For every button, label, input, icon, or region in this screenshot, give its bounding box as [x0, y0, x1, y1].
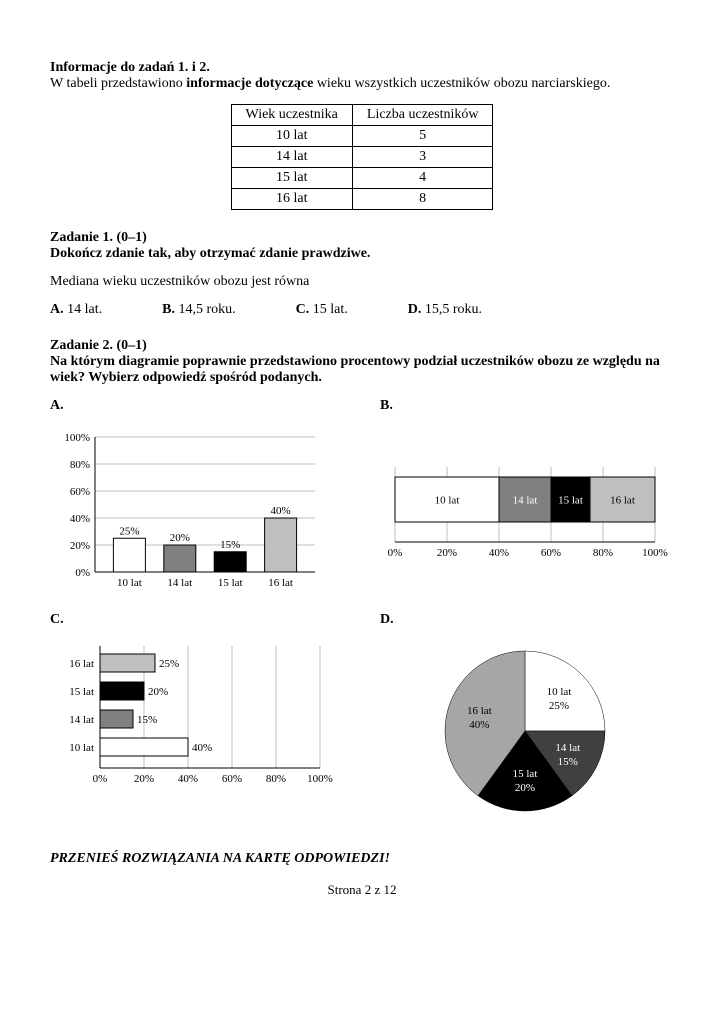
- svg-text:25%: 25%: [119, 525, 139, 537]
- svg-text:14 lat: 14 lat: [513, 495, 538, 507]
- intro-heading: Informacje do zadań 1. i 2.: [50, 60, 210, 75]
- intro-text-post: wieku wszystkich uczestników obozu narci…: [313, 76, 610, 91]
- svg-text:20%: 20%: [437, 547, 457, 559]
- svg-text:60%: 60%: [70, 486, 90, 498]
- intro-text-pre: W tabeli przedstawiono: [50, 76, 186, 91]
- svg-text:20%: 20%: [70, 540, 90, 552]
- svg-text:14 lat: 14 lat: [167, 577, 192, 589]
- svg-text:14 lat: 14 lat: [555, 742, 580, 754]
- svg-text:80%: 80%: [593, 547, 613, 559]
- task2-prompt: Na którym diagramie poprawnie przedstawi…: [50, 354, 674, 386]
- task1-options: A. 14 lat. B. 14,5 roku. C. 15 lat. D. 1…: [50, 302, 674, 318]
- svg-text:15%: 15%: [558, 756, 578, 768]
- svg-text:16 lat: 16 lat: [610, 495, 635, 507]
- svg-text:14 lat: 14 lat: [69, 714, 94, 726]
- svg-text:40%: 40%: [70, 513, 90, 525]
- table-header-age: Wiek uczestnika: [231, 105, 352, 126]
- page-number: Strona 2 z 12: [50, 882, 674, 898]
- table-row: 16 lat8: [231, 189, 493, 210]
- svg-text:20%: 20%: [134, 773, 154, 785]
- table-row: 10 lat5: [231, 126, 493, 147]
- svg-text:60%: 60%: [222, 773, 242, 785]
- chart-b-label: B.: [380, 398, 670, 414]
- svg-text:60%: 60%: [541, 547, 561, 559]
- intro-block: Informacje do zadań 1. i 2. W tabeli prz…: [50, 60, 674, 92]
- chart-c: 0% 20% 40% 60% 80% 100% 16 lat 25% 15 lat 20% 14 l…: [50, 636, 340, 806]
- svg-text:100%: 100%: [64, 432, 90, 444]
- svg-text:15 lat: 15 lat: [69, 686, 94, 698]
- svg-text:20%: 20%: [515, 782, 535, 794]
- task1-title: Zadanie 1. (0–1): [50, 230, 674, 246]
- svg-text:25%: 25%: [159, 658, 179, 670]
- svg-text:0%: 0%: [93, 773, 108, 785]
- chart-d-label: D.: [380, 612, 670, 628]
- chart-a-label: A.: [50, 398, 340, 414]
- task1-prompt: Dokończ zdanie tak, aby otrzymać zdanie …: [50, 246, 674, 262]
- svg-text:25%: 25%: [549, 700, 569, 712]
- chart-d: 10 lat 25% 14 lat 15% 15 lat 20% 16 lat 40%: [415, 636, 635, 826]
- table-row: 15 lat4: [231, 168, 493, 189]
- svg-text:10 lat: 10 lat: [117, 577, 142, 589]
- footer-instruction: PRZENIEŚ ROZWIĄZANIA NA KARTĘ ODPOWIEDZI…: [50, 851, 674, 867]
- svg-text:40%: 40%: [192, 742, 212, 754]
- svg-text:20%: 20%: [170, 532, 190, 544]
- svg-text:10 lat: 10 lat: [547, 686, 572, 698]
- chart-a: 0% 20% 40% 60% 80% 100% 25% 10 lat 20% 14 lat 15% 1…: [50, 422, 340, 592]
- svg-text:40%: 40%: [271, 505, 291, 517]
- participants-table: Wiek uczestnika Liczba uczestników 10 la…: [231, 104, 494, 210]
- table-header-count: Liczba uczestników: [352, 105, 493, 126]
- svg-text:15 lat: 15 lat: [513, 768, 538, 780]
- svg-text:0%: 0%: [388, 547, 403, 559]
- svg-text:80%: 80%: [266, 773, 286, 785]
- svg-text:40%: 40%: [469, 719, 489, 731]
- svg-text:10 lat: 10 lat: [69, 742, 94, 754]
- chart-c-label: C.: [50, 612, 340, 628]
- svg-text:15 lat: 15 lat: [218, 577, 243, 589]
- svg-text:100%: 100%: [307, 773, 333, 785]
- task2-title: Zadanie 2. (0–1): [50, 338, 674, 354]
- task1-question: Mediana wieku uczestników obozu jest rów…: [50, 274, 674, 290]
- svg-text:15%: 15%: [220, 539, 240, 551]
- svg-text:0%: 0%: [75, 567, 90, 579]
- svg-text:16 lat: 16 lat: [69, 658, 94, 670]
- svg-text:80%: 80%: [70, 459, 90, 471]
- svg-text:16 lat: 16 lat: [268, 577, 293, 589]
- svg-text:20%: 20%: [148, 686, 168, 698]
- svg-text:10 lat: 10 lat: [435, 495, 460, 507]
- svg-text:15%: 15%: [137, 714, 157, 726]
- svg-text:16 lat: 16 lat: [467, 705, 492, 717]
- chart-b: 0% 20% 40% 60% 80% 100% 10 lat 14 lat 15 lat 16 l…: [380, 422, 670, 592]
- svg-text:40%: 40%: [178, 773, 198, 785]
- intro-text-bold: informacje dotyczące: [186, 76, 313, 91]
- svg-text:100%: 100%: [642, 547, 668, 559]
- svg-text:15 lat: 15 lat: [558, 495, 583, 507]
- svg-text:40%: 40%: [489, 547, 509, 559]
- table-row: 14 lat3: [231, 147, 493, 168]
